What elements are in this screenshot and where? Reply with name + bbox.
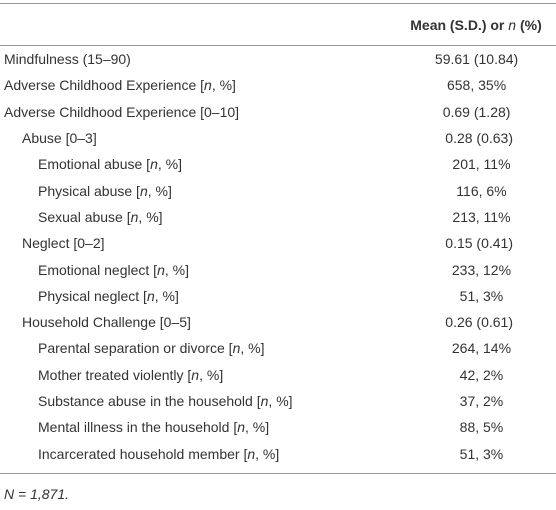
text: , %]	[255, 445, 280, 462]
text: Physical neglect [	[38, 287, 147, 304]
row-label: Sexual abuse [n, %]	[0, 209, 407, 225]
text: , %]	[199, 366, 224, 383]
row-label: Abuse [0–3]	[0, 130, 402, 146]
row-label: Physical neglect [n, %]	[0, 288, 407, 304]
row-label: Mindfulness (15–90)	[0, 51, 397, 67]
row: Adverse Childhood Experience [0–10] 0.69 …	[0, 99, 556, 125]
row-label: Incarcerated household member [n, %]	[0, 446, 407, 462]
text: Mean (S.D.) or	[410, 16, 509, 33]
text: , %]	[268, 393, 293, 409]
text: Physical abuse [	[38, 182, 140, 199]
row: Neglect [0–2] 0.15 (0.41)	[0, 230, 556, 256]
row-label: Emotional abuse [n, %]	[0, 156, 407, 172]
row: Physical abuse [n, %] 116, 6%	[0, 177, 556, 203]
text: n	[157, 261, 165, 278]
row-value: 51, 3%	[459, 445, 504, 462]
row-label: Mother treated violently [n, %]	[0, 367, 407, 383]
row-label: Parental separation or divorce [n, %]	[0, 340, 407, 356]
text: n	[237, 419, 246, 436]
row-value: 658, 35%	[446, 77, 507, 94]
row: Substance abuse in the household [n, %] 3…	[0, 388, 556, 414]
row-value: 37, 2%	[459, 393, 504, 409]
text: Abuse [0–3]	[22, 130, 97, 147]
row-label: Mental illness in the household [n, %]	[0, 419, 407, 435]
header-row: Mean (S.D.) or n (%)	[0, 4, 556, 46]
text: n	[204, 77, 212, 94]
row-label: Emotional neglect [n, %]	[0, 262, 407, 278]
text: , %]	[138, 208, 163, 225]
text: n	[232, 340, 241, 357]
text: Emotional neglect [	[38, 261, 158, 278]
row-value: 233, 12%	[451, 261, 512, 278]
text: (%)	[516, 16, 542, 33]
text: Adverse Childhood Experience [0–10]	[4, 103, 240, 120]
text: , %]	[211, 77, 236, 94]
row-label: Adverse Childhood Experience [n, %]	[0, 77, 397, 93]
row: Sexual abuse [n, %] 213, 11%	[0, 204, 556, 230]
row-value: 0.28 (0.63)	[445, 130, 514, 147]
row-value: 0.15 (0.41)	[445, 235, 514, 252]
text: Substance abuse in the household [	[38, 393, 261, 409]
text: Neglect [0–2]	[22, 235, 105, 252]
row: Physical neglect [n, %] 51, 3%	[0, 283, 556, 309]
text: n	[260, 393, 269, 409]
row: Incarcerated household member [n, %] 51, …	[0, 440, 556, 466]
row-value: 0.26 (0.61)	[445, 314, 514, 331]
row: Emotional abuse [n, %] 201, 11%	[0, 151, 556, 177]
row-value: 201, 11%	[452, 156, 511, 173]
row: Mindfulness (15–90) 59.61 (10.84)	[0, 46, 556, 72]
text: n	[191, 366, 200, 383]
table-bottom-rule	[0, 467, 556, 474]
text: Adverse Childhood Experience [	[4, 77, 205, 94]
row-label: Substance abuse in the household [n, %]	[0, 393, 407, 409]
text: Incarcerated household member [	[38, 445, 248, 462]
text: Mindfulness (15–90)	[4, 51, 131, 68]
text: , %]	[245, 419, 270, 436]
text: Household Challenge [0–5]	[22, 314, 191, 331]
text: , %]	[147, 182, 172, 199]
header-value: Mean (S.D.) or n (%)	[396, 17, 556, 33]
row-value: 116, 6%	[456, 182, 507, 199]
row: Mother treated violently [n, %] 42, 2%	[0, 362, 556, 388]
row: Parental separation or divorce [n, %] 264…	[0, 335, 556, 361]
text: Emotional abuse [	[38, 156, 151, 173]
text: n	[150, 156, 158, 173]
row-label: Adverse Childhood Experience [0–10]	[0, 104, 397, 120]
text: n	[247, 445, 256, 462]
text: n	[130, 208, 139, 225]
row-value: 42, 2%	[459, 366, 504, 383]
text: , %]	[164, 261, 189, 278]
text: n	[139, 182, 148, 199]
row-value: 59.61 (10.84)	[434, 51, 519, 68]
text: Mother treated violently [	[38, 366, 192, 383]
footnote: N = 1,871.	[4, 486, 69, 502]
text: , %]	[154, 287, 179, 304]
row-label: Household Challenge [0–5]	[0, 314, 402, 330]
row-value: 0.69 (1.28)	[442, 103, 511, 120]
row: Household Challenge [0–5] 0.26 (0.61)	[0, 309, 556, 335]
row-label: Physical abuse [n, %]	[0, 183, 407, 199]
row: Abuse [0–3] 0.28 (0.63)	[0, 125, 556, 151]
text: Sexual abuse [	[38, 208, 131, 225]
text: , %]	[240, 340, 265, 357]
row: Adverse Childhood Experience [n, %] 658, …	[0, 72, 556, 98]
text: n	[146, 287, 155, 304]
row-value: 88, 5%	[459, 419, 504, 436]
row: Mental illness in the household [n, %] 88…	[0, 414, 556, 440]
text: n	[508, 16, 517, 33]
row-label: Neglect [0–2]	[0, 235, 402, 251]
text: Parental separation or divorce [	[38, 340, 233, 357]
row-value: 51, 3%	[459, 287, 504, 304]
text: Mental illness in the household [	[38, 419, 238, 436]
row-value: 264, 14%	[451, 340, 512, 357]
row-value: 213, 11%	[452, 208, 511, 225]
table: Mean (S.D.) or n (%) Mindfulness (15–90)…	[0, 3, 556, 474]
row: Emotional neglect [n, %] 233, 12%	[0, 256, 556, 282]
text: , %]	[157, 156, 182, 173]
